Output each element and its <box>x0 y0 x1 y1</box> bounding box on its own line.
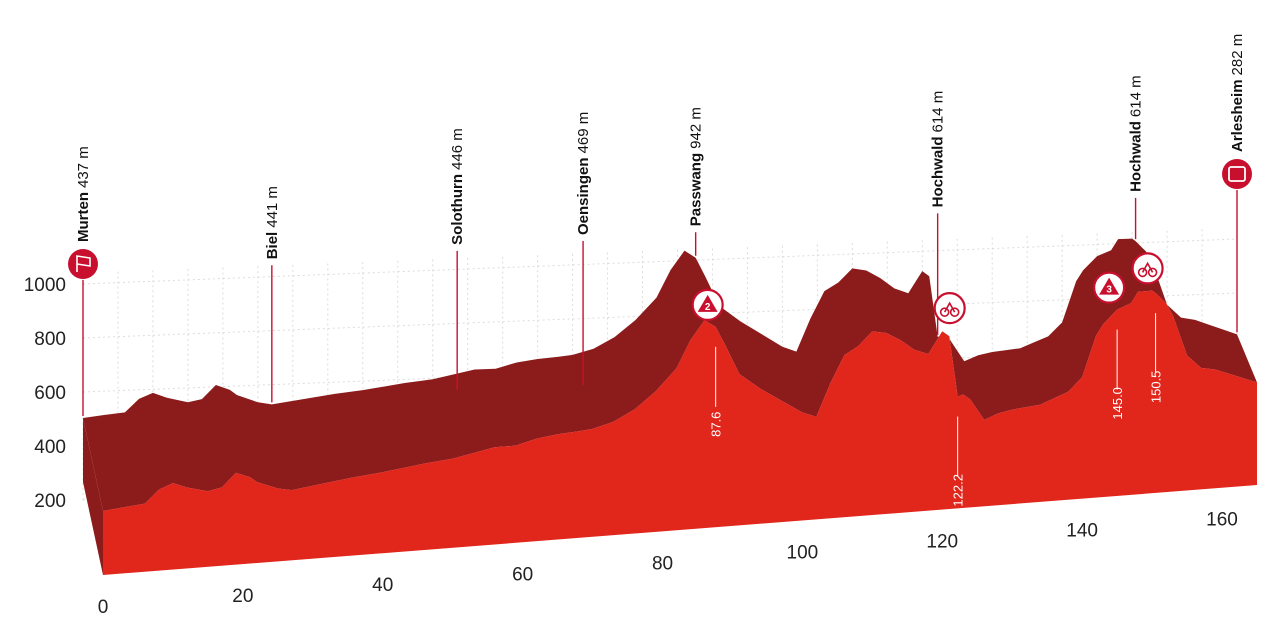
sprint-badge <box>1131 252 1164 285</box>
location-name: Solothurn <box>449 174 466 245</box>
bicycle-icon <box>939 307 950 317</box>
location-name: Oensingen <box>575 157 592 235</box>
location-altitude: 469 m <box>575 112 592 154</box>
sprint-badge-ring <box>1131 252 1164 285</box>
grid-line-horizontal <box>82 238 1238 285</box>
bicycle-frame <box>1141 261 1154 273</box>
location-altitude: 942 m <box>688 107 705 149</box>
location-name: Murten <box>75 192 92 242</box>
location-label: Passwang 942 m <box>688 107 705 226</box>
location-name: Biel <box>264 232 281 260</box>
location-7: Arlesheim 282 m <box>1222 34 1252 333</box>
climb-category: 2 <box>705 302 711 313</box>
x-tick-label: 0 <box>98 597 109 618</box>
climb-badge: 2 <box>691 288 724 321</box>
location-altitude: 614 m <box>1128 75 1145 117</box>
location-1: Biel 441 m <box>264 186 281 403</box>
location-label: Oensingen 469 m <box>575 112 592 235</box>
location-label: Hochwald 614 m <box>1128 75 1145 192</box>
location-label: Hochwald 614 m <box>930 91 947 208</box>
km-marker-label: 122.2 <box>951 474 966 507</box>
km-marker-label: 150.5 <box>1149 371 1164 404</box>
climb-badge: 3 <box>1093 271 1126 304</box>
location-2: Solothurn 446 m <box>449 128 466 390</box>
location-label: Biel 441 m <box>264 186 281 259</box>
location-name: Hochwald <box>1128 121 1145 192</box>
bicycle-wheel <box>949 307 960 317</box>
location-3: Oensingen 469 m <box>575 112 592 385</box>
y-tick-label: 200 <box>34 491 66 512</box>
profile-end-cap <box>83 418 103 575</box>
x-tick-label: 40 <box>372 575 393 596</box>
climb-category: 3 <box>1106 285 1112 296</box>
location-altitude: 446 m <box>449 128 466 170</box>
y-tick-label: 1000 <box>24 275 66 296</box>
x-tick-label: 160 <box>1206 510 1238 531</box>
location-label: Arlesheim 282 m <box>1229 34 1246 152</box>
location-0: Murten 437 m <box>68 146 98 417</box>
location-altitude: 441 m <box>264 186 281 228</box>
x-tick-label: 20 <box>232 586 253 607</box>
x-tick-label: 100 <box>787 542 819 563</box>
x-tick-label: 140 <box>1066 521 1098 542</box>
flag-shape <box>76 255 91 272</box>
x-tick-label: 80 <box>652 553 673 574</box>
km-marker-label: 87.6 <box>709 412 724 437</box>
profile-area <box>103 290 1257 575</box>
mountain-icon <box>1099 277 1120 295</box>
location-altitude: 614 m <box>930 91 947 133</box>
location-label: Solothurn 446 m <box>449 128 466 245</box>
x-tick-label: 60 <box>512 564 533 585</box>
x-tick-label: 120 <box>926 532 958 553</box>
bicycle-icon <box>1137 267 1148 278</box>
location-name: Hochwald <box>930 137 947 208</box>
y-tick-label: 400 <box>34 437 66 458</box>
location-name: Arlesheim <box>1229 79 1246 152</box>
mountain-icon <box>697 294 718 312</box>
bicycle-frame <box>943 301 956 313</box>
location-6: Hochwald 614 m <box>1128 75 1145 240</box>
bicycle-wheel <box>1147 267 1158 278</box>
location-4: Passwang 942 m <box>688 107 705 256</box>
location-5: Hochwald 614 m <box>930 91 947 335</box>
y-tick-label: 600 <box>34 383 66 404</box>
location-label: Murten 437 m <box>75 146 92 242</box>
finish-arch-shape <box>1228 166 1246 182</box>
location-name: Passwang <box>688 153 705 226</box>
y-tick-label: 800 <box>34 329 66 350</box>
sprint-badge <box>933 292 966 325</box>
sprint-badge-ring <box>933 292 966 325</box>
start-flag-icon <box>68 249 98 279</box>
location-altitude: 282 m <box>1229 34 1246 76</box>
profile-ridge <box>83 238 1257 512</box>
location-altitude: 437 m <box>75 146 92 188</box>
km-marker-label: 145.0 <box>1110 387 1125 420</box>
finish-icon <box>1222 159 1252 189</box>
